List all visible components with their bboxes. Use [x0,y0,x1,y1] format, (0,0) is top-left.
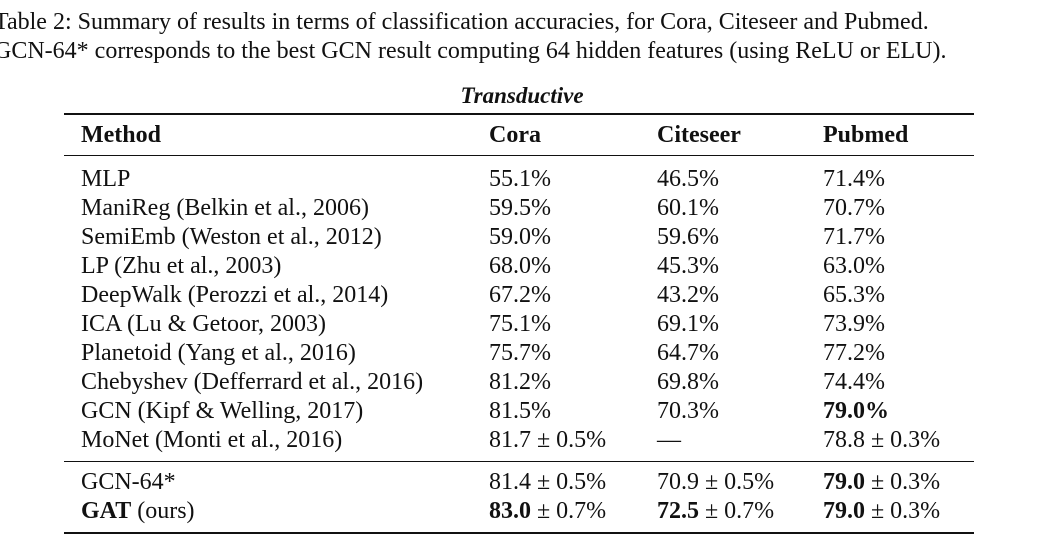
gat-pubmed-rest: ± 0.3% [865,498,941,524]
table-row-method: DeepWalk (Perozzi et al., 2014) [81,282,389,308]
table-cell-cora: 59.5% [489,195,551,221]
table-cell-cora: 75.7% [489,340,551,366]
table-cell-cora: 81.5% [489,398,551,424]
gat-cora-rest: ± 0.7% [531,498,607,524]
gat-citeseer-bold: 72.5 [657,498,699,524]
gat-citeseer-rest: ± 0.7% [699,498,775,524]
table-row-method: ICA (Lu & Getoor, 2003) [81,311,327,337]
header-cora: Cora [489,122,541,148]
table-cell-cora: 68.0% [489,253,551,279]
gat-cora: 83.0 ± 0.7% [489,497,606,525]
table-row-method: ManiReg (Belkin et al., 2006) [81,195,369,221]
gcn64-citeseer: 70.9 ± 0.5% [657,469,775,495]
gat-cora-bold: 83.0 [489,498,531,524]
header-pubmed: Pubmed [823,122,909,148]
gat-citeseer: 72.5 ± 0.7% [657,497,774,525]
table-row-method: Planetoid (Yang et al., 2016) [81,340,356,366]
table-cell-citeseer: — [657,427,681,453]
table-row-method: LP (Zhu et al., 2003) [81,253,282,279]
table-cell-citeseer: 59.6% [657,224,719,250]
table-cell-cora: 75.1% [489,311,551,337]
header-method: Method [81,122,161,148]
midrule [64,461,974,462]
table-cell-citeseer: 46.5% [657,166,719,192]
table-cell-citeseer: 45.3% [657,253,719,279]
gcn64-pubmed-bold: 79.0 [823,469,865,495]
header-citeseer: Citeseer [657,122,741,148]
gat-pubmed-bold: 79.0 [823,498,865,524]
table-cell-citeseer: 69.1% [657,311,719,337]
table-cell-pubmed: 63.0% [823,253,885,279]
table-cell-citeseer: 70.3% [657,398,719,424]
table-cell-pubmed: 70.7% [823,195,885,221]
gat-method-bold: GAT [81,498,132,524]
gcn64-pubmed-rest: ± 0.3% [865,469,941,495]
table-cell-cora: 81.7 ± 0.5% [489,427,607,453]
gat-method-rest: (ours) [131,498,195,524]
table-cell-pubmed: 65.3% [823,282,885,308]
gcn64-method: GCN-64* [81,469,176,495]
table-cell-citeseer: 64.7% [657,340,719,366]
table-cell-pubmed-best: 79.0% [823,398,889,424]
table-cell-pubmed: 71.7% [823,224,885,250]
table-row-method: MLP [81,166,131,192]
table-cell-cora: 81.2% [489,369,551,395]
table-cell-pubmed: 74.4% [823,369,885,395]
table-row-method: SemiEmb (Weston et al., 2012) [81,224,382,250]
bottom-rule [64,532,974,534]
table-cell-citeseer: 43.2% [657,282,719,308]
header-rule [64,155,974,156]
table-cell-pubmed: 78.8 ± 0.3% [823,427,941,453]
gcn64-cora: 81.4 ± 0.5% [489,469,607,495]
table-subtitle: Transductive [460,83,584,108]
gat-method: GAT (ours) [81,497,195,525]
top-rule [64,113,974,115]
table-cell-citeseer: 69.8% [657,369,719,395]
caption-line-2: GCN-64* corresponds to the best GCN resu… [0,38,947,64]
table-cell-cora: 67.2% [489,282,551,308]
table-cell-pubmed: 77.2% [823,340,885,366]
table-cell-pubmed: 73.9% [823,311,885,337]
table-cell-cora: 59.0% [489,224,551,250]
table-cell-cora: 55.1% [489,166,551,192]
table-row-method: GCN (Kipf & Welling, 2017) [81,398,364,424]
gat-pubmed: 79.0 ± 0.3% [823,497,940,525]
table-cell-pubmed: 71.4% [823,166,885,192]
table-row-method: Chebyshev (Defferrard et al., 2016) [81,369,424,395]
gcn64-pubmed: 79.0 ± 0.3% [823,468,940,496]
table-row-method: MoNet (Monti et al., 2016) [81,427,343,453]
table-caption: Table 2: Summary of results in terms of … [0,8,1044,66]
caption-line-1: Table 2: Summary of results in terms of … [0,9,929,35]
table-cell-citeseer: 60.1% [657,195,719,221]
